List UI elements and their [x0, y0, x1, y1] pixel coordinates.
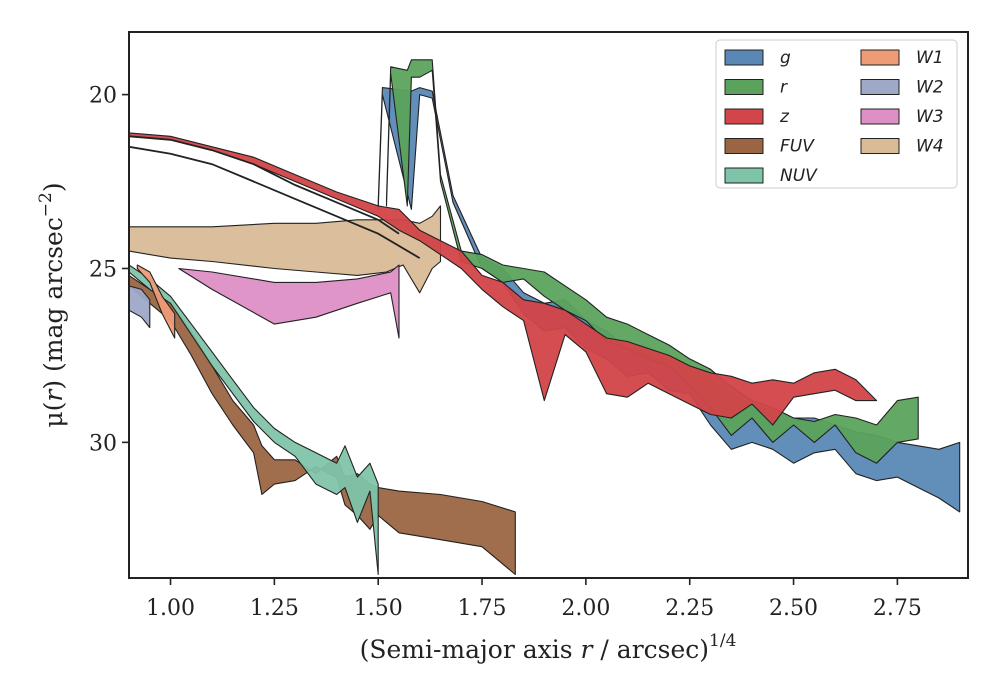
x-tick-label: 1.75	[458, 596, 507, 621]
legend-swatch	[860, 79, 900, 95]
x-axis-label-exponent: 1/4	[709, 631, 736, 651]
band-fuv	[129, 274, 516, 576]
y-axis-ticks: 20 25 30	[89, 84, 129, 456]
x-tick-label: 2.25	[665, 596, 714, 621]
legend-label: z	[779, 107, 790, 127]
y-tick-label: 30	[89, 431, 117, 456]
y-axis-label-close: )	[39, 182, 68, 192]
legend-swatch	[724, 138, 764, 154]
x-axis-ticks: 1.00 1.25 1.50 1.75 2.00 2.25 2.50 2.75	[146, 578, 922, 621]
x-axis-label-part2: / arcsec)	[592, 635, 709, 664]
band-w2	[129, 285, 151, 329]
legend-label: W1	[916, 48, 944, 68]
profile-curve-2	[129, 135, 400, 235]
series-layer	[129, 59, 961, 576]
legend-item-g: g	[724, 48, 791, 68]
legend-item-w3: W3	[860, 107, 944, 127]
legend-label: FUV	[780, 137, 815, 157]
legend-item-nuv: NUV	[724, 166, 818, 186]
x-axis-label: (Semi-major axis r / arcsec)1/4	[360, 631, 737, 664]
y-axis-label-variable: r	[39, 388, 68, 402]
legend-item-w4: W4	[860, 137, 944, 157]
legend: grz FUV NUV W1 W2 W3 W4	[715, 39, 958, 189]
band-w3	[178, 264, 400, 339]
legend-swatch	[860, 108, 900, 125]
legend-label: W3	[916, 107, 944, 127]
profile-curve-layer	[129, 135, 421, 259]
band-z	[129, 132, 878, 426]
legend-label: r	[780, 78, 788, 98]
legend-label: W2	[916, 78, 944, 98]
band-nuv	[129, 264, 379, 576]
x-tick-label: 2.50	[769, 596, 818, 621]
x-tick-label: 2.75	[873, 596, 922, 621]
x-axis-label-part1: (Semi-major axis	[360, 635, 581, 664]
legend-swatch	[724, 79, 764, 95]
legend-swatch	[724, 108, 764, 125]
legend-swatch	[724, 49, 764, 66]
legend-label: W4	[916, 137, 944, 157]
y-axis-label-exponent: −2	[36, 192, 56, 217]
legend-item-fuv: FUV	[724, 137, 815, 157]
profile-curve-1	[129, 145, 421, 259]
legend-item-r: r	[724, 78, 788, 98]
legend-label: g	[780, 48, 791, 68]
x-axis-label-variable: r	[581, 635, 595, 664]
legend-item-w2: W2	[860, 78, 944, 98]
legend-swatch	[724, 167, 764, 184]
y-axis-label: μ(r) (mag arcsec−2)	[36, 182, 68, 427]
legend-item-w1: W1	[860, 48, 944, 68]
x-tick-label: 1.00	[146, 596, 195, 621]
y-tick-label: 20	[89, 84, 117, 109]
y-axis-label-part1: μ(	[39, 402, 68, 428]
legend-item-z: z	[724, 107, 790, 127]
plot-frame	[128, 31, 969, 579]
legend-swatch	[860, 49, 900, 66]
x-tick-label: 1.25	[250, 596, 299, 621]
x-tick-label: 1.50	[354, 596, 403, 621]
legend-swatch	[860, 138, 900, 154]
band-w1	[136, 264, 176, 339]
legend-label: NUV	[780, 166, 818, 186]
x-tick-label: 2.00	[561, 596, 610, 621]
y-tick-label: 25	[89, 257, 117, 282]
y-axis-label-part2: ) (mag arcsec	[39, 217, 68, 390]
